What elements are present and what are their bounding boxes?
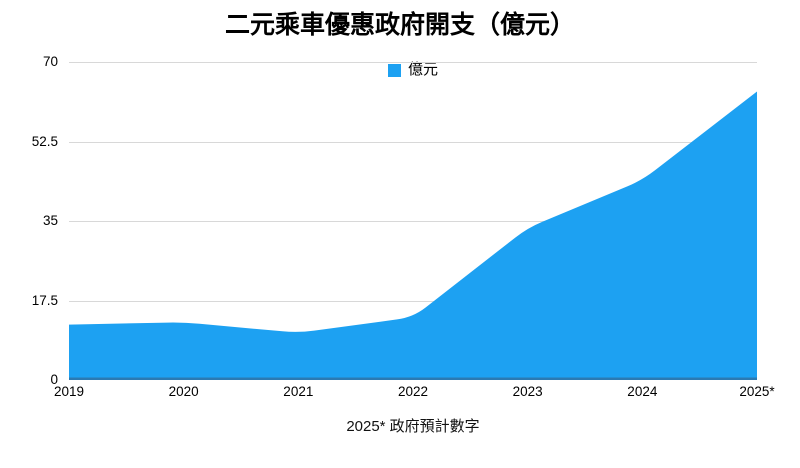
x-tick-label: 2022 bbox=[397, 384, 429, 399]
legend-label: 億元 bbox=[407, 61, 438, 78]
x-tick-label: 2019 bbox=[53, 384, 85, 399]
footnote: 2025* 政府預計數字 bbox=[346, 418, 480, 435]
y-tick-label: 0 bbox=[50, 372, 58, 387]
legend-swatch-icon bbox=[387, 63, 401, 77]
x-tick-label: 2025* bbox=[739, 384, 775, 399]
x-tick-label: 2020 bbox=[168, 384, 199, 399]
y-axis: 0 17.5 35 52.5 70 bbox=[0, 54, 58, 387]
chart-title: 二元乘車優惠政府開支（億元） bbox=[224, 11, 575, 39]
y-tick-label: 70 bbox=[42, 54, 58, 69]
x-tick-label: 2021 bbox=[283, 384, 314, 399]
y-tick-label: 52.5 bbox=[31, 133, 58, 149]
y-tick-label: 35 bbox=[42, 213, 58, 228]
y-tick-label: 17.5 bbox=[31, 292, 58, 308]
legend: 億元 bbox=[69, 61, 757, 78]
area-fill bbox=[69, 91, 757, 380]
x-tick-label: 2023 bbox=[512, 384, 543, 399]
plot-area bbox=[69, 62, 757, 380]
x-tick-label: 2024 bbox=[627, 384, 658, 399]
area-series bbox=[69, 62, 757, 380]
x-axis: 2019 2020 2021 2022 2023 2024 2025* bbox=[0, 384, 800, 402]
